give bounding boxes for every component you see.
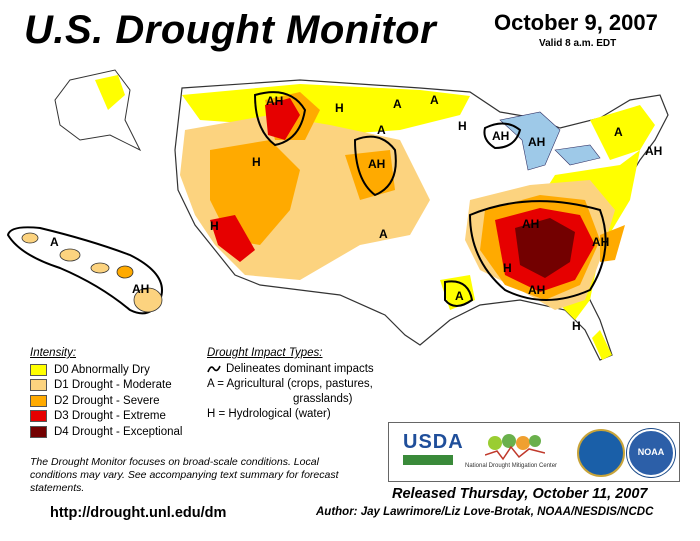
valid-time: Valid 8 a.m. EDT	[539, 38, 617, 49]
label-a-ne-us: A	[614, 125, 623, 139]
usda-logo-bar	[403, 455, 453, 465]
intensity-legend: D0 Abnormally Dry D1 Drought - Moderate …	[30, 362, 182, 440]
label-a-sd: A	[377, 123, 386, 137]
hawaii	[6, 226, 163, 315]
label-ah-va: AH	[592, 235, 609, 249]
label-ah-nw: AH	[266, 94, 283, 108]
label-h-ca: H	[210, 219, 219, 233]
noaa-logo: NOAA	[627, 429, 675, 477]
label-h-mn: H	[458, 119, 467, 133]
impact-line-label: Delineates dominant impacts	[226, 363, 374, 375]
impact-h-label: H = Hydrological (water)	[207, 408, 331, 420]
legend-d1: D1 Drought - Moderate	[30, 378, 182, 394]
legend-d1-label: D1 Drought - Moderate	[54, 379, 172, 392]
impact-a-label: A = Agricultural (crops, pastures,	[207, 378, 373, 390]
label-ah-ne: AH	[368, 157, 385, 171]
d4-areas	[515, 218, 575, 278]
alaska-d0	[95, 75, 125, 110]
legend-d0-label: D0 Abnormally Dry	[54, 363, 150, 376]
impact-a-label-cont: grasslands)	[293, 393, 353, 405]
drought-map: AH H A A H AH AH A AH A AH H H A AH AH H…	[6, 69, 669, 361]
label-ah-hi: AH	[132, 282, 149, 296]
impact-legend: Delineates dominant impacts A = Agricult…	[207, 362, 374, 422]
label-ah-ne-us: AH	[645, 144, 662, 158]
legend-d4-label: D4 Drought - Exceptional	[54, 425, 183, 438]
label-a-nd2: A	[430, 93, 439, 107]
website-link[interactable]: http://drought.unl.edu/dm	[50, 505, 227, 521]
partner-logos: USDA National Drought Mitigation Center …	[388, 422, 680, 482]
label-ah-al: AH	[528, 283, 545, 297]
map-date: October 9, 2007	[494, 10, 658, 35]
release-date: Released Thursday, October 11, 2007	[392, 486, 648, 502]
label-a-nd: A	[393, 97, 402, 111]
author-credit: Author: Jay Lawrimore/Liz Love-Brotak, N…	[316, 506, 654, 518]
swatch-d3	[30, 410, 47, 423]
commerce-seal-icon	[577, 429, 625, 477]
legend-d0: D0 Abnormally Dry	[30, 362, 182, 378]
legend-d3: D3 Drought - Extreme	[30, 409, 182, 425]
label-h-nv: H	[252, 155, 261, 169]
map-title: U.S. Drought Monitor	[24, 8, 437, 52]
impact-line-row: Delineates dominant impacts	[207, 362, 374, 377]
label-ah-mi: AH	[528, 135, 545, 149]
label-a-ks: A	[379, 227, 388, 241]
ndmc-logo-icon	[485, 434, 545, 461]
label-a-la: A	[455, 289, 464, 303]
impact-line-icon	[207, 365, 221, 373]
disclaimer-note: The Drought Monitor focuses on broad-sca…	[30, 456, 339, 494]
swatch-d0	[30, 363, 47, 376]
usda-logo: USDA	[403, 431, 464, 453]
legend-d3-label: D3 Drought - Extreme	[54, 410, 166, 423]
noaa-logo-text: NOAA	[637, 447, 665, 457]
intensity-heading: Intensity:	[30, 347, 77, 359]
ndmc-logo-text: National Drought Mitigation Center	[465, 463, 558, 469]
label-h-mt: H	[335, 101, 344, 115]
label-ah-ky: AH	[522, 217, 539, 231]
impact-lines	[253, 91, 607, 307]
impact-heading: Drought Impact Types:	[207, 347, 323, 359]
swatch-d1	[30, 379, 47, 392]
swatch-d2	[30, 394, 47, 407]
label-h-fl: H	[572, 319, 581, 333]
legend-d2: D2 Drought - Severe	[30, 393, 182, 409]
label-h-tn: H	[503, 261, 512, 275]
label-ah-wi: AH	[492, 129, 509, 143]
great-lakes	[499, 111, 601, 171]
legend-d2-label: D2 Drought - Severe	[54, 394, 160, 407]
swatch-d4	[30, 425, 47, 438]
label-a-hi: A	[50, 235, 59, 249]
legend-d4: D4 Drought - Exceptional	[30, 424, 182, 440]
